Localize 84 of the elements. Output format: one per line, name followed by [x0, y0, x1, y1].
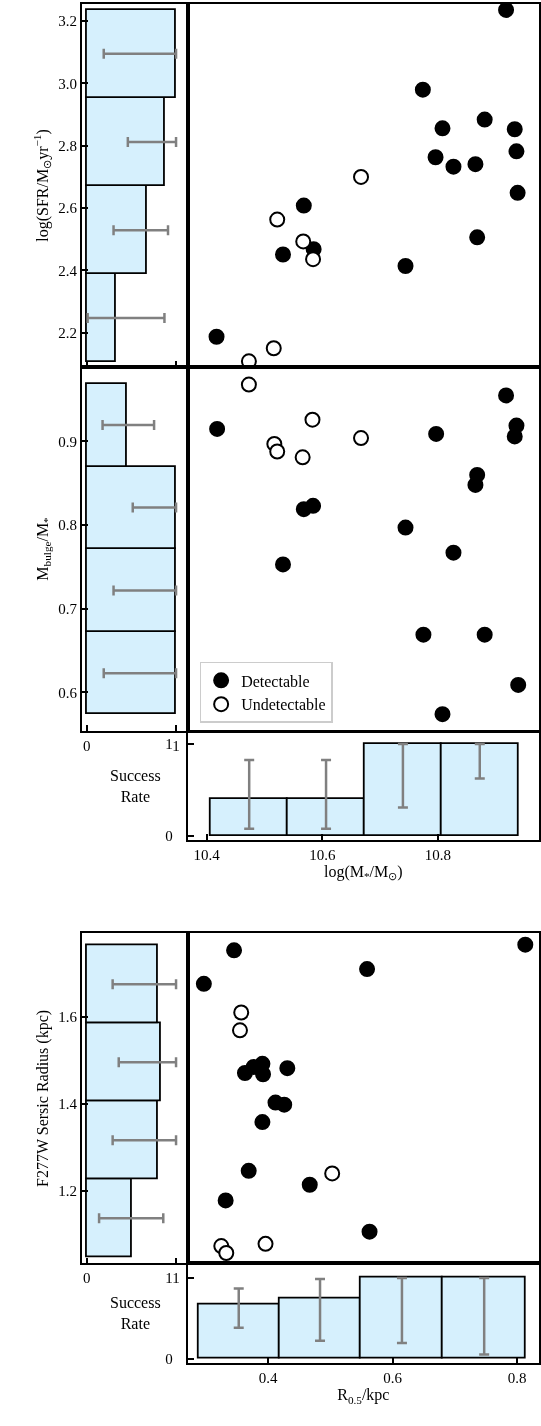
- y-tick-label: 0.8: [58, 517, 77, 534]
- point: [295, 233, 312, 250]
- point: [517, 936, 534, 953]
- point: [469, 229, 486, 246]
- point: [279, 1060, 296, 1077]
- point: [255, 1066, 272, 1083]
- y-tick-label: 0.9: [58, 433, 77, 450]
- point: [498, 3, 515, 18]
- point: [427, 149, 444, 166]
- point: [428, 425, 445, 442]
- point: [324, 1165, 341, 1182]
- y-tick-label: 2.4: [58, 262, 78, 279]
- x-tick-label: 0.8: [507, 1370, 527, 1387]
- y-tick-label: 3.0: [58, 75, 77, 92]
- point: [506, 121, 523, 138]
- point: [218, 1245, 235, 1261]
- y-axis-title: Success Rate: [110, 1294, 161, 1332]
- point: [305, 251, 322, 268]
- y-tick-label: 0: [165, 827, 173, 844]
- y-tick-label: 2.6: [58, 200, 78, 217]
- point: [506, 428, 523, 445]
- x-tick-label: 0.4: [258, 1370, 278, 1387]
- point: [434, 120, 451, 137]
- point: [476, 111, 493, 128]
- point: [233, 1004, 250, 1021]
- point: [269, 443, 286, 460]
- point: [226, 942, 243, 959]
- point: [254, 1114, 271, 1131]
- y-axis-title: Success Rate: [110, 767, 161, 805]
- legend-label: Detectable: [241, 672, 310, 690]
- x-tick-label: 0.6: [383, 1370, 403, 1387]
- point: [467, 476, 484, 493]
- point: [397, 258, 414, 275]
- point: [498, 387, 515, 404]
- point: [275, 246, 291, 263]
- y-tick-label: 0.7: [58, 601, 78, 618]
- point: [508, 143, 525, 160]
- point: [361, 1223, 378, 1240]
- y-tick-label: 1.6: [58, 1009, 78, 1026]
- y-tick-label: 1.4: [58, 1096, 78, 1113]
- point: [240, 1162, 257, 1179]
- point: [209, 420, 226, 437]
- point: [414, 81, 431, 98]
- point: [509, 184, 526, 201]
- point: [208, 328, 225, 345]
- point: [295, 197, 312, 214]
- point: [397, 519, 414, 536]
- y-tick-label: 2.8: [58, 138, 77, 154]
- point: [359, 961, 376, 978]
- point: [415, 626, 432, 643]
- point: [294, 449, 311, 466]
- point: [301, 1176, 318, 1193]
- y-tick-label: 0.6: [58, 684, 78, 701]
- legend-label: Undetectable: [241, 696, 326, 714]
- point: [265, 340, 282, 357]
- point: [305, 497, 322, 514]
- point: [510, 676, 527, 693]
- point: [304, 411, 321, 428]
- point: [445, 158, 462, 175]
- y-tick-label: 2.2: [58, 324, 77, 341]
- point: [240, 353, 257, 367]
- point: [195, 975, 212, 992]
- point: [231, 1022, 248, 1039]
- point: [353, 430, 370, 447]
- point: [240, 376, 257, 393]
- y-tick-label: 3.2: [58, 13, 77, 30]
- point: [467, 156, 484, 173]
- point: [353, 168, 370, 185]
- point: [276, 1096, 293, 1113]
- point: [257, 1235, 274, 1252]
- point: [434, 706, 451, 723]
- point: [217, 1192, 234, 1209]
- y-axis-title: F277W Sersic Radius (kpc): [33, 1009, 52, 1187]
- x-axis-title: R$_{0.5}$/kpc: [337, 1386, 390, 1406]
- y-tick-label: 1.2: [58, 1183, 77, 1200]
- x-axis-title: log(M$_{*}$/M$_{⊙}$): [324, 862, 403, 883]
- point: [269, 211, 286, 228]
- y-tick-label: 0: [165, 1351, 173, 1368]
- point: [476, 626, 493, 643]
- x-tick-label: 10.6: [309, 846, 336, 863]
- x-tick-label: 10.8: [424, 846, 451, 863]
- x-tick-label: 10.4: [193, 846, 221, 863]
- point: [275, 556, 291, 573]
- point: [445, 544, 462, 561]
